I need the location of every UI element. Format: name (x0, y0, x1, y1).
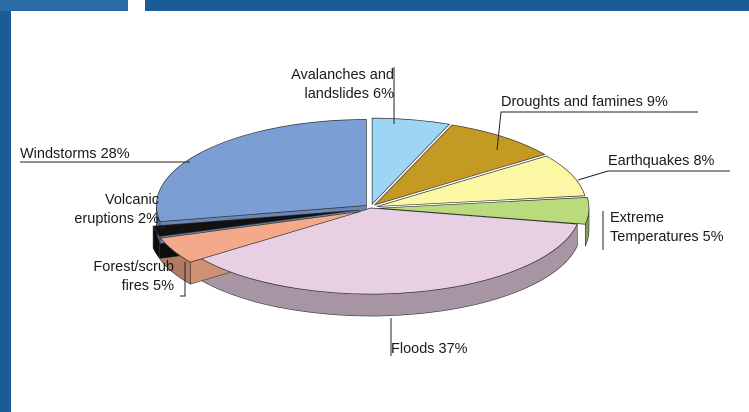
slice-6 (152, 209, 360, 237)
leader-line-2 (577, 170, 730, 181)
label-extreme-temperatures: Extreme Temperatures 5% (610, 210, 724, 245)
top-accent-bar (0, 0, 749, 11)
label-floods: Floods 37% (391, 341, 468, 357)
label-droughts: Droughts and famines 9% (501, 94, 668, 110)
label-volcanic: Volcanic eruptions 2% (74, 192, 159, 227)
leader-line-5 (180, 262, 186, 297)
slice-2 (376, 155, 586, 207)
slice-5 (159, 211, 361, 263)
label-windstorms: Windstorms 28% (20, 146, 130, 162)
label-avalanches: Avalanches and landslides 6% (291, 67, 394, 102)
slice-7 (156, 119, 367, 222)
pie-tops (152, 117, 590, 295)
slice-3 (378, 197, 590, 225)
leader-line-1 (496, 111, 698, 151)
label-earthquakes: Earthquakes 8% (608, 153, 715, 169)
leader-lines (20, 67, 730, 356)
top-tab-dark (0, 0, 128, 11)
label-forest-fires: Forest/scrub fires 5% (93, 259, 174, 294)
slice-0 (371, 117, 451, 206)
left-accent-bar (0, 0, 11, 412)
slice-4 (200, 207, 578, 295)
slice-1 (373, 124, 546, 206)
